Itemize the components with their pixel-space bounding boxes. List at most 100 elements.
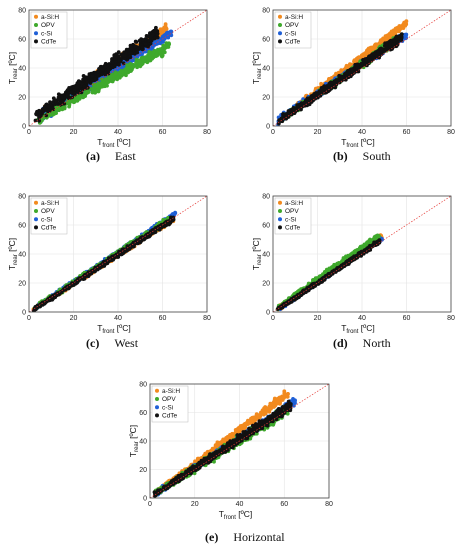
x-tick-label: 80 xyxy=(203,129,211,136)
data-point xyxy=(379,47,384,52)
data-point xyxy=(348,70,352,75)
data-point xyxy=(129,51,134,55)
reference-line-y-equals-x xyxy=(272,9,452,127)
data-point xyxy=(340,76,345,81)
legend-marker xyxy=(34,23,38,27)
data-point xyxy=(128,54,132,58)
x-axis-label: Tfront [ºC] xyxy=(97,137,131,149)
y-tick-label: 80 xyxy=(262,8,270,15)
x-tick-label: 40 xyxy=(114,315,122,322)
data-point xyxy=(86,75,91,80)
data-point xyxy=(83,77,88,82)
data-point xyxy=(327,77,331,81)
data-point xyxy=(93,90,97,95)
legend-label: OPV xyxy=(41,22,55,29)
data-point xyxy=(133,39,138,44)
data-point xyxy=(388,44,393,49)
data-point xyxy=(281,113,285,118)
data-point xyxy=(95,85,100,89)
y-tick-label: 40 xyxy=(18,252,26,259)
legend-label: CdTe xyxy=(41,39,57,46)
data-point xyxy=(91,82,96,87)
data-point xyxy=(91,87,95,91)
data-point xyxy=(77,94,82,98)
data-point xyxy=(61,96,66,101)
data-point xyxy=(134,60,139,65)
y-tick-label: 60 xyxy=(262,37,270,44)
x-tick-label: 80 xyxy=(203,315,211,322)
x-tick-label: 40 xyxy=(358,129,366,136)
data-point xyxy=(367,55,371,60)
data-point xyxy=(97,67,101,71)
data-point xyxy=(138,64,143,69)
y-tick-label: 80 xyxy=(18,194,26,201)
data-point xyxy=(77,81,82,85)
y-tick-label: 0 xyxy=(22,124,26,131)
data-point xyxy=(124,51,128,55)
data-point xyxy=(124,73,128,78)
data-point xyxy=(355,66,360,70)
chart-panel-c: 002020404060608080a-Si:HOPVc-SiCdTeTfron… xyxy=(7,194,211,351)
data-point xyxy=(394,29,399,34)
data-point xyxy=(404,34,408,38)
y-tick-label: 40 xyxy=(18,66,26,73)
legend-label: CdTe xyxy=(285,39,301,46)
x-tick-label: 0 xyxy=(27,315,31,322)
x-tick-label: 40 xyxy=(114,129,122,136)
data-point xyxy=(43,104,48,108)
data-point xyxy=(367,49,371,54)
data-point xyxy=(35,109,39,114)
data-point xyxy=(159,53,164,58)
data-point xyxy=(155,33,159,37)
data-point xyxy=(130,65,135,70)
data-point xyxy=(296,105,300,109)
data-point xyxy=(33,118,38,123)
data-point xyxy=(110,60,115,65)
data-point xyxy=(167,31,172,36)
x-tick-label: 20 xyxy=(70,315,78,322)
data-point xyxy=(312,92,317,96)
legend-label: c-Si xyxy=(285,30,296,37)
legend-label: OPV xyxy=(285,22,299,29)
data-point xyxy=(327,83,331,88)
data-point xyxy=(344,74,348,79)
data-point xyxy=(349,67,354,72)
data-point xyxy=(96,73,101,78)
series-cdte-points xyxy=(33,25,160,123)
data-point xyxy=(348,74,353,79)
data-point xyxy=(357,55,361,59)
data-point xyxy=(117,62,121,67)
data-point xyxy=(86,90,91,94)
data-point xyxy=(70,95,74,100)
data-point xyxy=(343,77,348,82)
data-point xyxy=(392,39,397,43)
legend-marker xyxy=(278,39,282,44)
x-tick-label: 20 xyxy=(70,129,78,136)
data-point xyxy=(126,70,130,75)
legend-label: a-Si:H xyxy=(41,14,59,21)
x-tick-label: 60 xyxy=(159,315,167,322)
data-point xyxy=(396,35,401,40)
data-point xyxy=(51,100,56,104)
data-point xyxy=(336,70,341,75)
data-point xyxy=(133,44,138,49)
legend-label: a-Si:H xyxy=(285,14,303,21)
data-point xyxy=(113,72,118,76)
data-point xyxy=(134,57,139,62)
legend-marker xyxy=(34,14,38,19)
data-point xyxy=(166,35,171,40)
data-point xyxy=(158,49,163,54)
panel-caption: (b) South xyxy=(333,149,391,163)
data-point xyxy=(146,45,151,49)
data-point xyxy=(115,77,120,82)
data-point xyxy=(164,41,169,46)
data-point xyxy=(359,61,364,66)
plot-frame xyxy=(272,9,452,127)
data-point xyxy=(48,100,52,104)
data-point xyxy=(163,46,168,50)
data-point xyxy=(337,73,342,78)
data-point xyxy=(334,82,339,86)
data-point xyxy=(65,88,70,92)
